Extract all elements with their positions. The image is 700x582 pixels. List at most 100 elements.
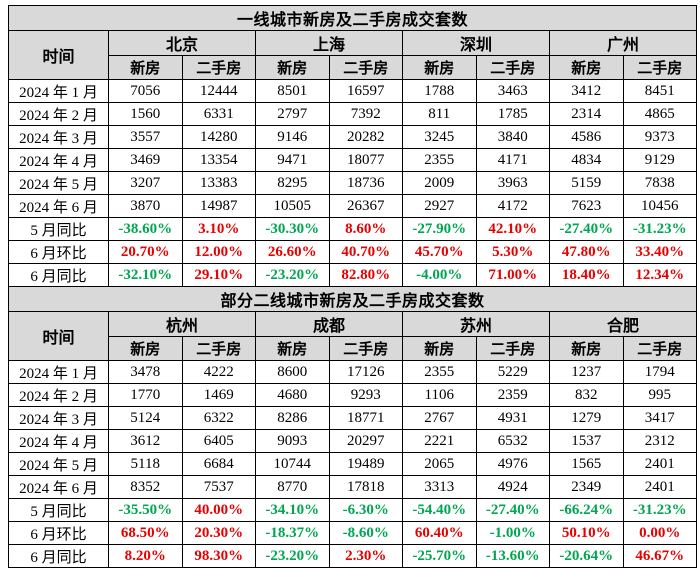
cell-value: 6331 [181, 102, 256, 126]
cell-value: 4931 [475, 406, 550, 430]
cell-value: 2312 [622, 429, 698, 453]
cell-value: 6684 [181, 452, 256, 476]
cell-value: 2355 [402, 148, 477, 172]
city-header: 深圳 [402, 30, 550, 56]
cell-value: 13383 [181, 171, 256, 195]
subtype-header: 二手房 [475, 336, 550, 361]
pct-value: 71.00% [475, 263, 550, 287]
pct-value: -31.23% [622, 498, 698, 522]
cell-value: 10744 [255, 452, 330, 476]
table-row: 2024 年 2 月 1560 6331 2797 7392 811 1785 2314 486… [8, 102, 698, 126]
pct-value: 3.10% [181, 217, 256, 241]
cell-value: 8286 [255, 406, 330, 430]
pct-row: 5 月同比 -38.60% 3.10% -30.30% 8.60% -27.90% 42.1… [8, 217, 698, 241]
pct-value: -8.60% [328, 521, 403, 545]
cell-value: 3612 [108, 429, 183, 453]
cell-value: 1560 [108, 102, 183, 126]
pct-row-label: 6 月同比 [8, 263, 109, 287]
row-label: 2024 年 3 月 [8, 125, 109, 149]
pct-row-label: 6 月同比 [8, 544, 109, 568]
row-label: 2024 年 2 月 [8, 383, 109, 407]
transactions-table-tier1: 一线城市新房及二手房成交套数 时间 北京 上海 深圳 广州 新房 二手房 新房 二手房 新房 二手房新… [7, 5, 698, 287]
pct-value: -23.20% [255, 544, 330, 568]
subtype-header: 新房 [108, 55, 183, 80]
cell-value: 17126 [328, 360, 403, 384]
cell-value: 4586 [549, 125, 624, 149]
tables-container: 一线城市新房及二手房成交套数 时间 北京 上海 深圳 广州 新房 二手房 新房 二手房 新房 二手房新… [7, 5, 698, 568]
pct-value: 82.80% [328, 263, 403, 287]
pct-value: 12.34% [622, 263, 698, 287]
table-row: 2024 年 1 月 7056 12444 8501 16597 1788 3463 3412… [8, 79, 698, 103]
cell-value: 4171 [475, 148, 550, 172]
table-row: 2024 年 3 月 5124 6322 8286 18771 2767 4931 1279 3… [8, 406, 698, 430]
cell-value: 2927 [402, 194, 477, 218]
cell-value: 5229 [475, 360, 550, 384]
cell-value: 1794 [622, 360, 698, 384]
city-header: 杭州 [108, 311, 256, 337]
cell-value: 8295 [255, 171, 330, 195]
cell-value: 4222 [181, 360, 256, 384]
row-label: 2024 年 5 月 [8, 171, 109, 195]
cell-value: 13354 [181, 148, 256, 172]
row-label: 2024 年 1 月 [8, 360, 109, 384]
subtype-header: 新房 [108, 336, 183, 361]
row-label: 2024 年 5 月 [8, 452, 109, 476]
time-header: 时间 [8, 30, 109, 80]
pct-value: -54.40% [402, 498, 477, 522]
cell-value: 4680 [255, 383, 330, 407]
cell-value: 7056 [108, 79, 183, 103]
cell-value: 3557 [108, 125, 183, 149]
city-header-row: 时间 北京 上海 深圳 广州 [8, 30, 698, 80]
table-row: 2024 年 4 月 3469 13354 9471 18077 2355 4171 4834… [8, 148, 698, 172]
table-row: 2024 年 5 月 3207 13383 8295 18736 2009 3963 5159… [8, 171, 698, 195]
pct-value: 12.00% [181, 240, 256, 264]
cell-value: 14280 [181, 125, 256, 149]
cell-value: 3963 [475, 171, 550, 195]
cell-value: 2401 [622, 452, 698, 476]
pct-value: 42.10% [475, 217, 550, 241]
cell-value: 9146 [255, 125, 330, 149]
cell-value: 9093 [255, 429, 330, 453]
cell-value: 10505 [255, 194, 330, 218]
cell-value: 2314 [549, 102, 624, 126]
city-header: 上海 [255, 30, 403, 56]
pct-value: 98.30% [181, 544, 256, 568]
pct-row: 6 月环比 20.70% 12.00% 26.60% 40.70% 45.70% 5.30%… [8, 240, 698, 264]
pct-row-label: 5 月同比 [8, 217, 109, 241]
pct-value: 46.67% [622, 544, 698, 568]
city-header: 成都 [255, 311, 403, 337]
pct-value: -20.64% [549, 544, 624, 568]
pct-value: 68.50% [108, 521, 183, 545]
subtype-header: 二手房 [181, 55, 256, 80]
cell-value: 20297 [328, 429, 403, 453]
table-title: 一线城市新房及二手房成交套数 [7, 5, 698, 31]
cell-value: 2401 [622, 475, 698, 499]
subtype-header: 新房 [402, 336, 477, 361]
cell-value: 2221 [402, 429, 477, 453]
row-label: 2024 年 1 月 [8, 79, 109, 103]
pct-row-label: 5 月同比 [8, 498, 109, 522]
pct-row-label: 6 月环比 [8, 521, 109, 545]
subtype-header-row: 新房 二手房 新房 二手房 新房 二手房 新房 二手房 [9, 55, 698, 80]
city-header: 北京 [108, 30, 256, 56]
cell-value: 2065 [402, 452, 477, 476]
cell-value: 16597 [328, 79, 403, 103]
cell-value: 4924 [475, 475, 550, 499]
pct-value: -1.00% [475, 521, 550, 545]
cell-value: 5124 [108, 406, 183, 430]
cell-value: 3313 [402, 475, 477, 499]
transactions-table-tier2: 部分二线城市新房及二手房成交套数 时间 杭州 成都 苏州 合肥 新房 二手房 新房 二手房 新房 二手… [7, 286, 698, 568]
pct-row: 5 月同比 -35.50% 40.00% -34.10% -6.30% -54.40% -2… [8, 498, 698, 522]
cell-value: 811 [402, 102, 477, 126]
pct-value: -18.37% [255, 521, 330, 545]
cell-value: 8451 [622, 79, 698, 103]
cell-value: 2797 [255, 102, 330, 126]
city-header-row: 时间 杭州 成都 苏州 合肥 [8, 311, 698, 361]
subtype-header-row: 新房 二手房 新房 二手房 新房 二手房 新房 二手房 [9, 336, 698, 361]
cell-value: 18077 [328, 148, 403, 172]
pct-value: -4.00% [402, 263, 477, 287]
pct-value: -27.40% [549, 217, 624, 241]
cell-value: 6532 [475, 429, 550, 453]
subtype-header: 新房 [255, 336, 330, 361]
row-label: 2024 年 4 月 [8, 429, 109, 453]
